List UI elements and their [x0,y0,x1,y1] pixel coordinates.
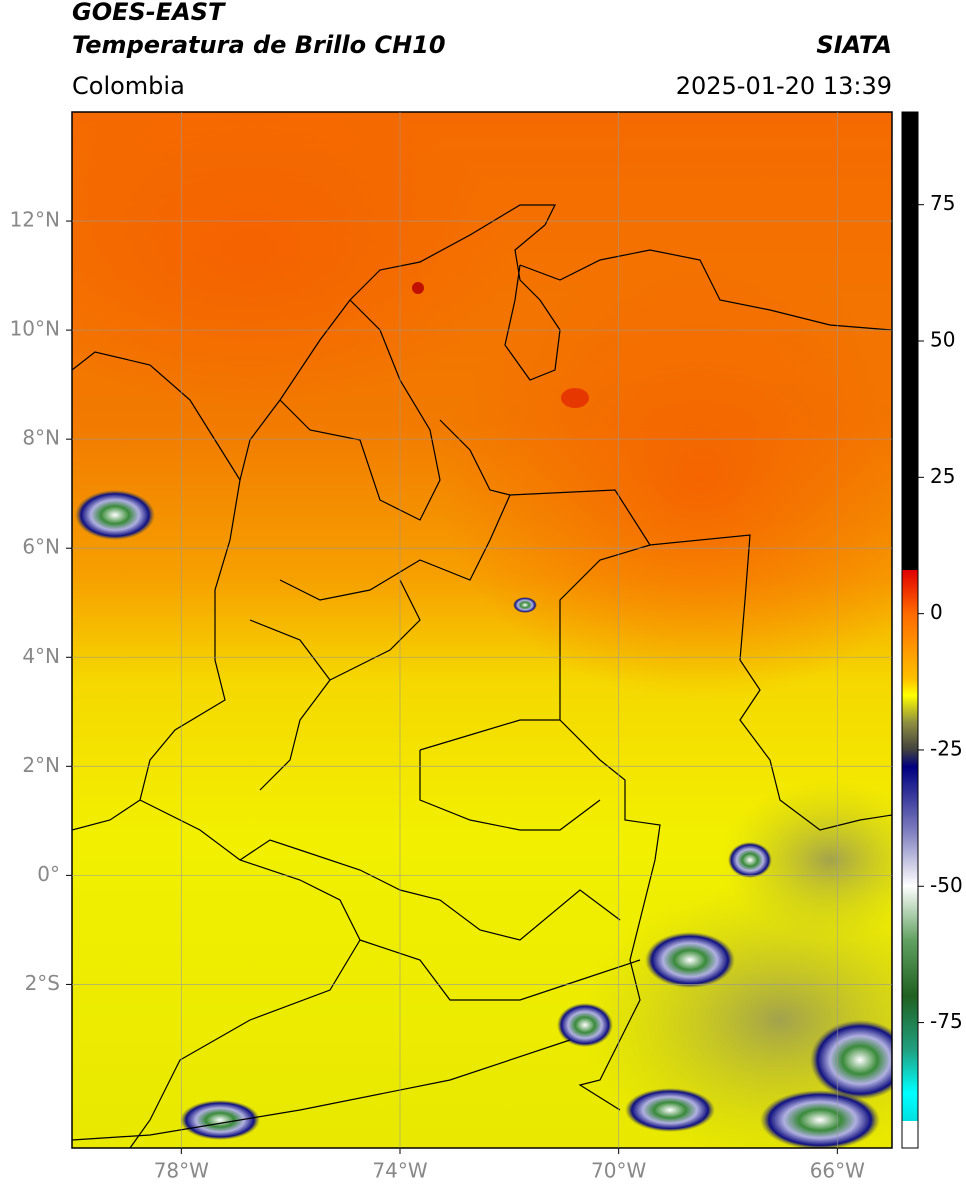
map-frame [71,111,893,1149]
y-tick-label: 2°S [25,971,60,995]
x-tick-label: 66°W [810,1159,865,1183]
colorbar-label: -75 [930,1009,963,1033]
colorbar-label: -25 [930,736,963,760]
colorbar-label: -50 [930,873,963,897]
source: SIATA [816,31,892,59]
x-tick-label: 78°W [154,1159,209,1183]
colorbar-label: 0 [930,600,943,624]
y-tick-label: 8°N [22,426,60,450]
y-tick-label: 0° [37,862,60,886]
colorbar-label: 25 [930,464,955,488]
y-tick-label: 2°N [22,753,60,777]
y-tick-label: 6°N [22,535,60,559]
datetime: 2025-01-20 13:39 [676,72,892,100]
colorbar-label: 50 [930,328,955,352]
product: Temperatura de Brillo CH10 [72,31,446,59]
y-tick-label: 10°N [10,317,60,341]
x-tick-label: 70°W [591,1159,646,1183]
y-tick-label: 12°N [10,208,60,232]
x-tick-label: 74°W [372,1159,427,1183]
imagery [72,112,892,1148]
colorbar-label: 75 [930,191,955,215]
colorbar [901,111,919,1149]
satellite: GOES-EAST [72,0,226,26]
region: Colombia [72,72,185,100]
y-tick-label: 4°N [22,644,60,668]
